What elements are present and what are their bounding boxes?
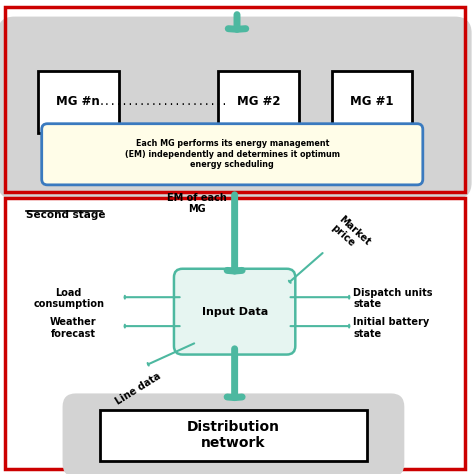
FancyBboxPatch shape [0, 17, 472, 199]
FancyBboxPatch shape [332, 71, 412, 133]
Text: MG #1: MG #1 [350, 95, 394, 109]
FancyBboxPatch shape [42, 124, 423, 185]
Text: MG #2: MG #2 [237, 95, 280, 109]
Text: MG #n: MG #n [56, 95, 100, 109]
Text: Line data: Line data [114, 371, 163, 406]
Text: Load
consumption: Load consumption [33, 288, 104, 310]
Text: ......................: ...................... [99, 97, 228, 107]
Text: Distribution
network: Distribution network [187, 420, 280, 450]
FancyBboxPatch shape [218, 71, 299, 133]
Text: Weather
forecast: Weather forecast [50, 317, 97, 339]
Text: EM of each
MG: EM of each MG [167, 192, 227, 214]
FancyBboxPatch shape [38, 71, 118, 133]
FancyBboxPatch shape [63, 393, 404, 474]
Text: Market
price: Market price [329, 214, 373, 255]
Text: Initial battery
state: Initial battery state [353, 317, 429, 339]
Text: Each MG performs its energy management
(EM) independently and determines it opti: Each MG performs its energy management (… [125, 139, 340, 169]
Text: Input Data: Input Data [201, 307, 268, 317]
FancyBboxPatch shape [174, 269, 295, 355]
Text: Dispatch units
state: Dispatch units state [353, 288, 433, 310]
FancyBboxPatch shape [100, 410, 367, 461]
Text: Second stage: Second stage [26, 210, 106, 219]
FancyBboxPatch shape [5, 198, 465, 469]
